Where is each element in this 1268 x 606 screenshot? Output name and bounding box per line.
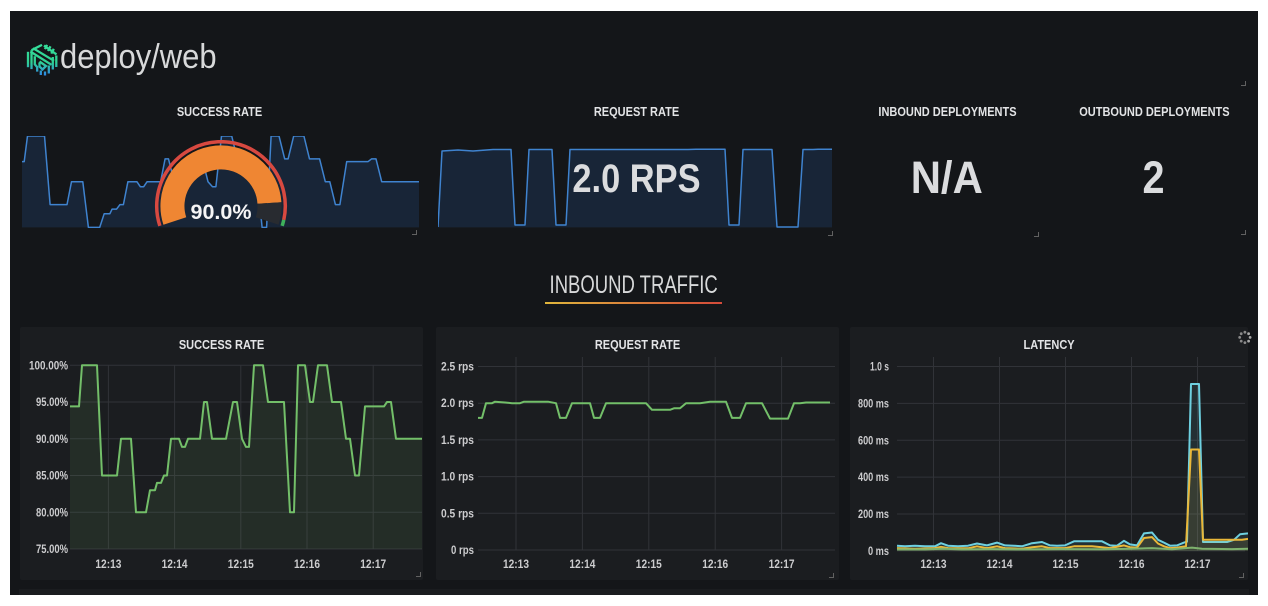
- svg-text:0 ms: 0 ms: [868, 544, 889, 558]
- svg-text:12:17: 12:17: [360, 557, 386, 571]
- svg-text:800 ms: 800 ms: [858, 396, 889, 410]
- svg-text:1.5 rps: 1.5 rps: [441, 433, 474, 447]
- svg-text:12:15: 12:15: [636, 557, 662, 571]
- svg-text:12:13: 12:13: [921, 557, 947, 571]
- svg-text:100.00%: 100.00%: [29, 358, 68, 372]
- svg-text:12:13: 12:13: [503, 557, 529, 571]
- svg-text:95.00%: 95.00%: [36, 395, 68, 409]
- svg-text:90.00%: 90.00%: [36, 432, 68, 446]
- svg-text:12:14: 12:14: [162, 557, 188, 571]
- svg-text:12:14: 12:14: [569, 557, 595, 571]
- svg-text:12:17: 12:17: [769, 557, 795, 571]
- svg-text:85.00%: 85.00%: [36, 469, 68, 483]
- svg-text:12:17: 12:17: [1185, 557, 1211, 571]
- svg-text:12:16: 12:16: [1119, 557, 1145, 571]
- svg-text:200 ms: 200 ms: [858, 507, 889, 521]
- svg-text:12:15: 12:15: [1053, 557, 1079, 571]
- svg-text:75.00%: 75.00%: [36, 542, 68, 556]
- svg-text:12:16: 12:16: [294, 557, 320, 571]
- svg-text:12:15: 12:15: [228, 557, 254, 571]
- svg-text:80.00%: 80.00%: [36, 505, 68, 519]
- svg-text:0 rps: 0 rps: [451, 543, 474, 557]
- svg-text:12:14: 12:14: [987, 557, 1013, 571]
- svg-text:400 ms: 400 ms: [858, 470, 889, 484]
- svg-text:2.5 rps: 2.5 rps: [441, 360, 474, 374]
- svg-text:12:16: 12:16: [702, 557, 728, 571]
- svg-text:1.0 rps: 1.0 rps: [441, 470, 474, 484]
- svg-text:1.0 s: 1.0 s: [870, 360, 889, 374]
- svg-text:600 ms: 600 ms: [858, 433, 889, 447]
- svg-text:0.5 rps: 0.5 rps: [441, 506, 474, 520]
- svg-text:2.0 rps: 2.0 rps: [441, 396, 474, 410]
- svg-text:12:13: 12:13: [95, 557, 121, 571]
